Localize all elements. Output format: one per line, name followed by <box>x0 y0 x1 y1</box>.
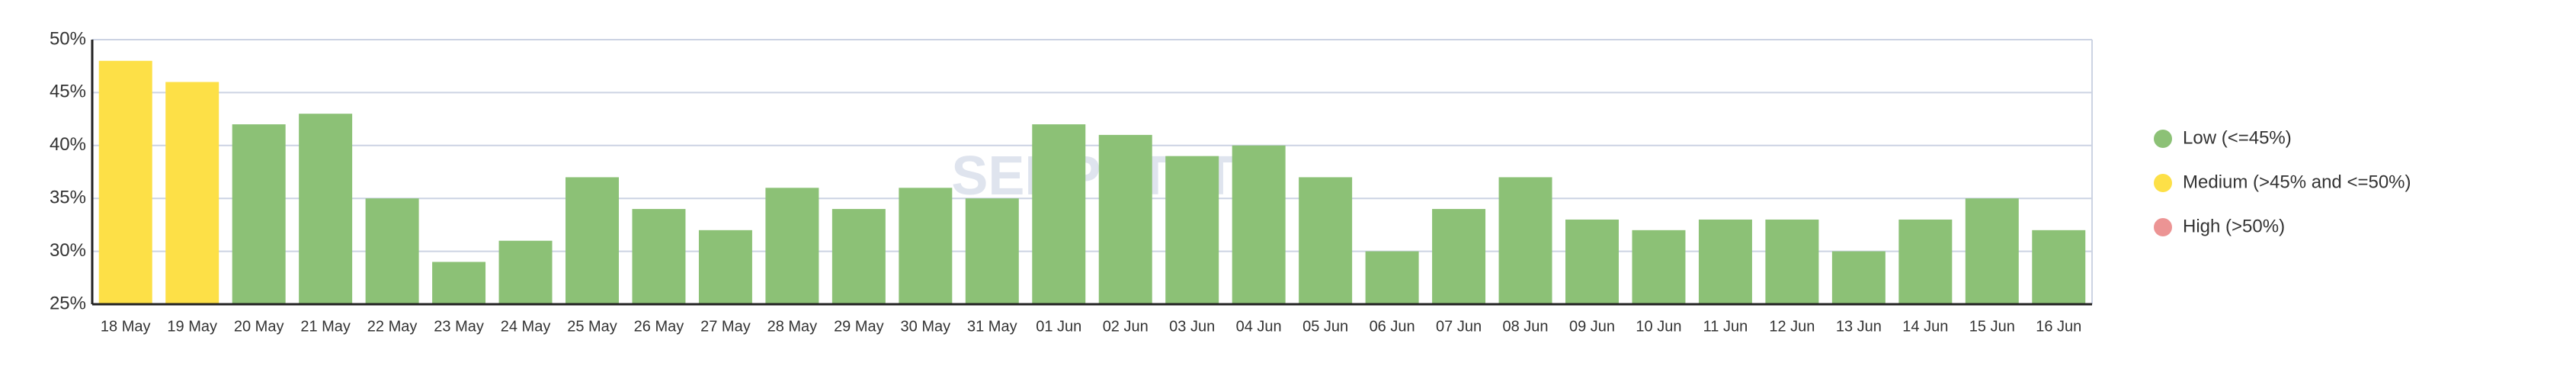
x-tick-label: 23 May <box>434 318 484 335</box>
bar <box>1432 209 1486 304</box>
x-tick-label: 29 May <box>834 318 884 335</box>
x-tick-label: 30 May <box>901 318 951 335</box>
legend-marker <box>2154 130 2172 148</box>
x-tick-label: 22 May <box>367 318 418 335</box>
x-tick-label: 18 May <box>101 318 151 335</box>
bar <box>1698 219 1752 304</box>
x-tick-label: 21 May <box>300 318 351 335</box>
bar <box>632 209 686 304</box>
bar <box>1632 230 1686 304</box>
x-tick-label: 04 Jun <box>1236 318 1282 335</box>
x-tick-label: 26 May <box>634 318 684 335</box>
bar <box>232 124 286 304</box>
x-tick-label: 05 Jun <box>1302 318 1348 335</box>
bar <box>1299 177 1353 304</box>
bar <box>432 262 486 304</box>
bar <box>1365 251 1419 304</box>
legend-label: Low (<=45%) <box>2183 127 2292 148</box>
x-tick-label: 02 Jun <box>1103 318 1149 335</box>
bar <box>899 188 953 304</box>
bar <box>2032 230 2086 304</box>
bar <box>698 230 752 304</box>
bar <box>1565 219 1619 304</box>
bar <box>1032 124 1086 304</box>
bar <box>566 177 619 304</box>
y-tick-label: 40% <box>50 134 86 155</box>
x-tick-label: 08 Jun <box>1503 318 1549 335</box>
x-tick-label: 01 Jun <box>1036 318 1081 335</box>
bar <box>1831 251 1886 304</box>
y-tick-label: 45% <box>50 82 86 102</box>
y-tick-label: 30% <box>50 240 86 261</box>
bar <box>831 209 886 304</box>
bar <box>1765 219 1819 304</box>
x-tick-label: 11 Jun <box>1703 318 1748 335</box>
bar <box>1098 134 1152 304</box>
bar <box>1965 198 2019 304</box>
bar <box>299 114 353 304</box>
bar <box>965 198 1019 304</box>
legend-label: Medium (>45% and <=50%) <box>2183 172 2411 192</box>
legend-label: High (>50%) <box>2183 216 2285 236</box>
y-tick-label: 25% <box>50 293 86 313</box>
x-tick-label: 14 Jun <box>1902 318 1948 335</box>
x-tick-label: 31 May <box>967 318 1017 335</box>
bar <box>1165 156 1219 304</box>
legend-marker <box>2154 218 2172 236</box>
x-tick-label: 06 Jun <box>1370 318 1415 335</box>
x-tick-label: 09 Jun <box>1569 318 1615 335</box>
x-tick-label: 03 Jun <box>1169 318 1215 335</box>
x-tick-label: 10 Jun <box>1636 318 1681 335</box>
bar <box>98 60 152 304</box>
x-tick-label: 28 May <box>767 318 818 335</box>
x-tick-label: 16 Jun <box>2036 318 2081 335</box>
y-tick-label: 50% <box>50 28 86 49</box>
y-tick-label: 35% <box>50 188 86 208</box>
bar <box>1498 177 1552 304</box>
x-tick-label: 13 Jun <box>1836 318 1882 335</box>
x-tick-label: 15 Jun <box>1969 318 2015 335</box>
x-tick-label: 20 May <box>234 318 284 335</box>
x-tick-label: 27 May <box>700 318 751 335</box>
bar <box>498 240 553 304</box>
bar <box>765 188 819 304</box>
bar <box>365 198 419 304</box>
bar <box>1898 219 1953 304</box>
x-tick-label: 07 Jun <box>1436 318 1482 335</box>
bar <box>1232 145 1286 304</box>
bar <box>165 82 219 305</box>
x-tick-label: 19 May <box>167 318 217 335</box>
x-tick-label: 12 Jun <box>1769 318 1815 335</box>
x-tick-label: 25 May <box>567 318 617 335</box>
x-tick-label: 24 May <box>501 318 551 335</box>
legend-marker <box>2154 174 2172 192</box>
